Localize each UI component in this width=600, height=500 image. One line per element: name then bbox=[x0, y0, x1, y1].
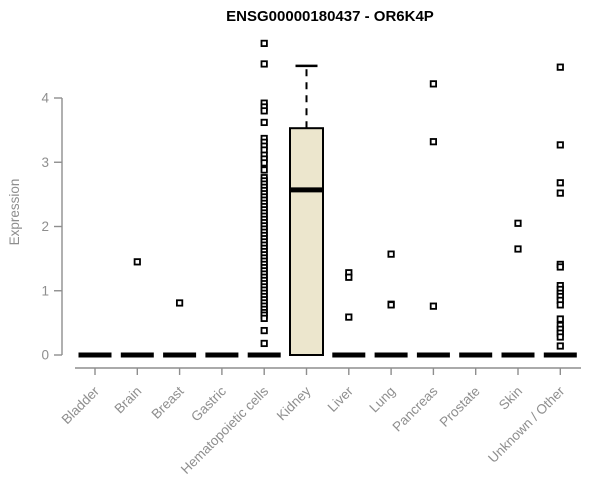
x-axis-label-lung: Lung bbox=[366, 384, 398, 416]
outlier-point bbox=[514, 219, 522, 227]
outlier-point bbox=[260, 60, 268, 68]
box-kidney bbox=[289, 127, 324, 356]
outlier-point bbox=[514, 245, 522, 253]
y-axis-tick-label: 4 bbox=[41, 91, 49, 106]
y-axis-tick-label: 2 bbox=[41, 219, 49, 234]
outlier-point bbox=[429, 302, 438, 310]
x-axis-label-pancreas: Pancreas bbox=[390, 383, 441, 434]
y-axis: 0 1 2 3 4 bbox=[41, 91, 63, 363]
outlier-point bbox=[556, 333, 564, 341]
chart-title: ENSG00000180437 - OR6K4P bbox=[226, 8, 434, 25]
x-axis-label-prostate: Prostate bbox=[437, 384, 483, 430]
zero-box-liver bbox=[332, 352, 366, 358]
x-axis-label-brain: Brain bbox=[112, 384, 145, 417]
x-axis-label-kidney: Kidney bbox=[274, 383, 314, 423]
x-axis-label-liver: Liver bbox=[325, 383, 357, 415]
x-axis-label-unknown-other: Unknown / Other bbox=[485, 383, 568, 466]
outlier-point bbox=[175, 299, 184, 307]
zero-box-hematopoietic-cells bbox=[247, 352, 281, 358]
y-axis-tick-label: 3 bbox=[41, 155, 49, 170]
x-axis-label-gastric: Gastric bbox=[188, 383, 229, 424]
y-axis-tick-label: 0 bbox=[41, 348, 49, 363]
zero-box-unknown-other bbox=[543, 352, 577, 358]
outlier-point bbox=[345, 313, 353, 321]
outlier-point bbox=[260, 39, 268, 47]
outlier-point bbox=[429, 138, 438, 146]
zero-box-bladder bbox=[78, 352, 112, 358]
boxes-group bbox=[78, 64, 577, 358]
outlier-point bbox=[556, 315, 564, 323]
zero-box-skin bbox=[501, 352, 535, 358]
outlier-point bbox=[133, 258, 141, 266]
outlier-point bbox=[260, 159, 268, 167]
outlier-point bbox=[260, 107, 268, 115]
outlier-point bbox=[429, 80, 438, 88]
outlier-point bbox=[260, 326, 268, 335]
zero-box-prostate bbox=[459, 352, 493, 358]
outlier-point bbox=[556, 301, 564, 309]
y-axis-title: Expression bbox=[7, 179, 22, 246]
outlier-point bbox=[260, 118, 268, 127]
x-axis-label-skin: Skin bbox=[496, 384, 525, 413]
zero-box-pancreas bbox=[416, 352, 450, 358]
outlier-point bbox=[387, 250, 395, 258]
zero-box-brain bbox=[120, 352, 154, 358]
outlier-point bbox=[556, 263, 564, 271]
outlier-point bbox=[345, 273, 353, 281]
outlier-point bbox=[260, 314, 268, 322]
outlier-point bbox=[556, 179, 564, 187]
x-axis-label-breast: Breast bbox=[149, 383, 187, 421]
outlier-point bbox=[260, 166, 268, 174]
outlier-point bbox=[556, 189, 564, 197]
zero-box-lung bbox=[374, 352, 408, 358]
y-axis-tick-label: 1 bbox=[41, 283, 49, 298]
outlier-point bbox=[556, 342, 564, 350]
x-axis-label-bladder: Bladder bbox=[59, 383, 103, 427]
median-line-kidney bbox=[290, 187, 323, 193]
outlier-point bbox=[556, 141, 564, 149]
outlier-point bbox=[260, 339, 268, 348]
outlier-point bbox=[387, 301, 395, 309]
zero-box-gastric bbox=[205, 352, 239, 358]
zero-box-breast bbox=[163, 352, 197, 358]
outlier-point bbox=[556, 63, 564, 71]
outliers-group bbox=[133, 39, 564, 350]
